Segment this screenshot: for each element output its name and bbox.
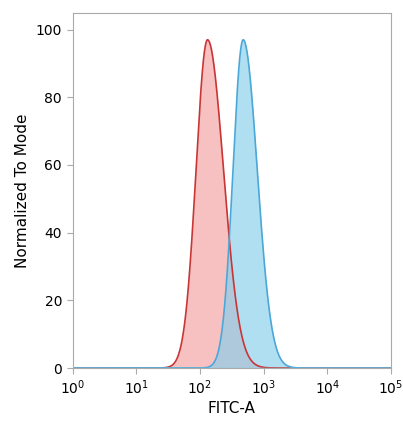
- X-axis label: FITC-A: FITC-A: [208, 401, 256, 416]
- Y-axis label: Normalized To Mode: Normalized To Mode: [15, 113, 30, 268]
